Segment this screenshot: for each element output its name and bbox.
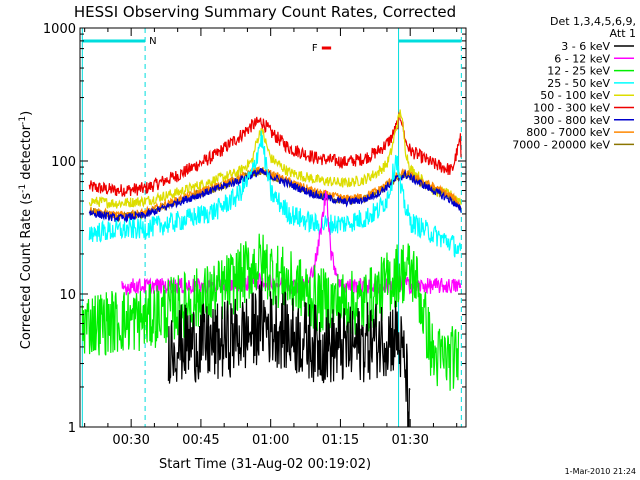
legend-label-800-7000-kev: 800 - 7000 keV xyxy=(526,126,610,139)
legend-label-3-6-kev: 3 - 6 keV xyxy=(561,40,610,53)
flare-marker-label: F xyxy=(312,43,318,54)
legend-label-7000-20000-kev: 7000 - 20000 keV xyxy=(512,138,610,151)
legend-label-100-300-kev: 100 - 300 keV xyxy=(533,102,610,115)
series-line-50-100-kev xyxy=(88,109,462,209)
legend-label-6-12-kev: 6 - 12 keV xyxy=(554,52,610,65)
legend-label-25-50-kev: 25 - 50 keV xyxy=(547,77,610,90)
plot-area: NF xyxy=(81,28,462,427)
plot-frame xyxy=(79,27,467,428)
y-tick-label-1: 10 xyxy=(59,288,76,303)
series-line-100-300-kev xyxy=(88,111,462,197)
legend-label-12-25-kev: 12 - 25 keV xyxy=(547,65,610,78)
series-line-12-25-kev xyxy=(81,233,460,391)
legend-header-detectors: Det 1,3,4,5,6,9, xyxy=(550,15,636,28)
footer-timestamp: 1-Mar-2010 21:24 xyxy=(565,467,636,476)
y-axis-label: Corrected Count Rate (s-1 detector-1) xyxy=(18,111,34,349)
y-tick-label-2: 100 xyxy=(51,155,76,170)
series-layer xyxy=(81,109,462,428)
axes-frame xyxy=(79,27,467,428)
series-line-300-800-kev xyxy=(88,168,462,224)
chart-title: HESSI Observing Summary Count Rates, Cor… xyxy=(74,3,456,21)
series-line-25-50-kev xyxy=(88,130,462,258)
legend-header-attenuator: Att 1 xyxy=(610,27,636,40)
x-tick-label-0: 00:30 xyxy=(112,433,149,448)
x-tick-label-4: 01:30 xyxy=(391,433,428,448)
legend-label-300-800-kev: 300 - 800 keV xyxy=(533,114,610,127)
axis-ticks: 1 10 100 1000 00:30 00:45 01:00 01:15 01:30 xyxy=(43,22,466,448)
x-axis-label: Start Time (31-Aug-02 00:19:02) xyxy=(159,457,371,472)
legend-label-50-100-kev: 50 - 100 keV xyxy=(540,89,610,102)
x-tick-label-3: 01:15 xyxy=(322,433,359,448)
x-tick-label-2: 01:00 xyxy=(252,433,289,448)
x-tick-label-1: 00:45 xyxy=(182,433,219,448)
y-tick-label-3: 1000 xyxy=(43,22,76,37)
y-tick-label-0: 1 xyxy=(68,421,76,436)
series-line-3-6-kev xyxy=(167,281,411,428)
night-interval-label-0: N xyxy=(149,36,156,47)
